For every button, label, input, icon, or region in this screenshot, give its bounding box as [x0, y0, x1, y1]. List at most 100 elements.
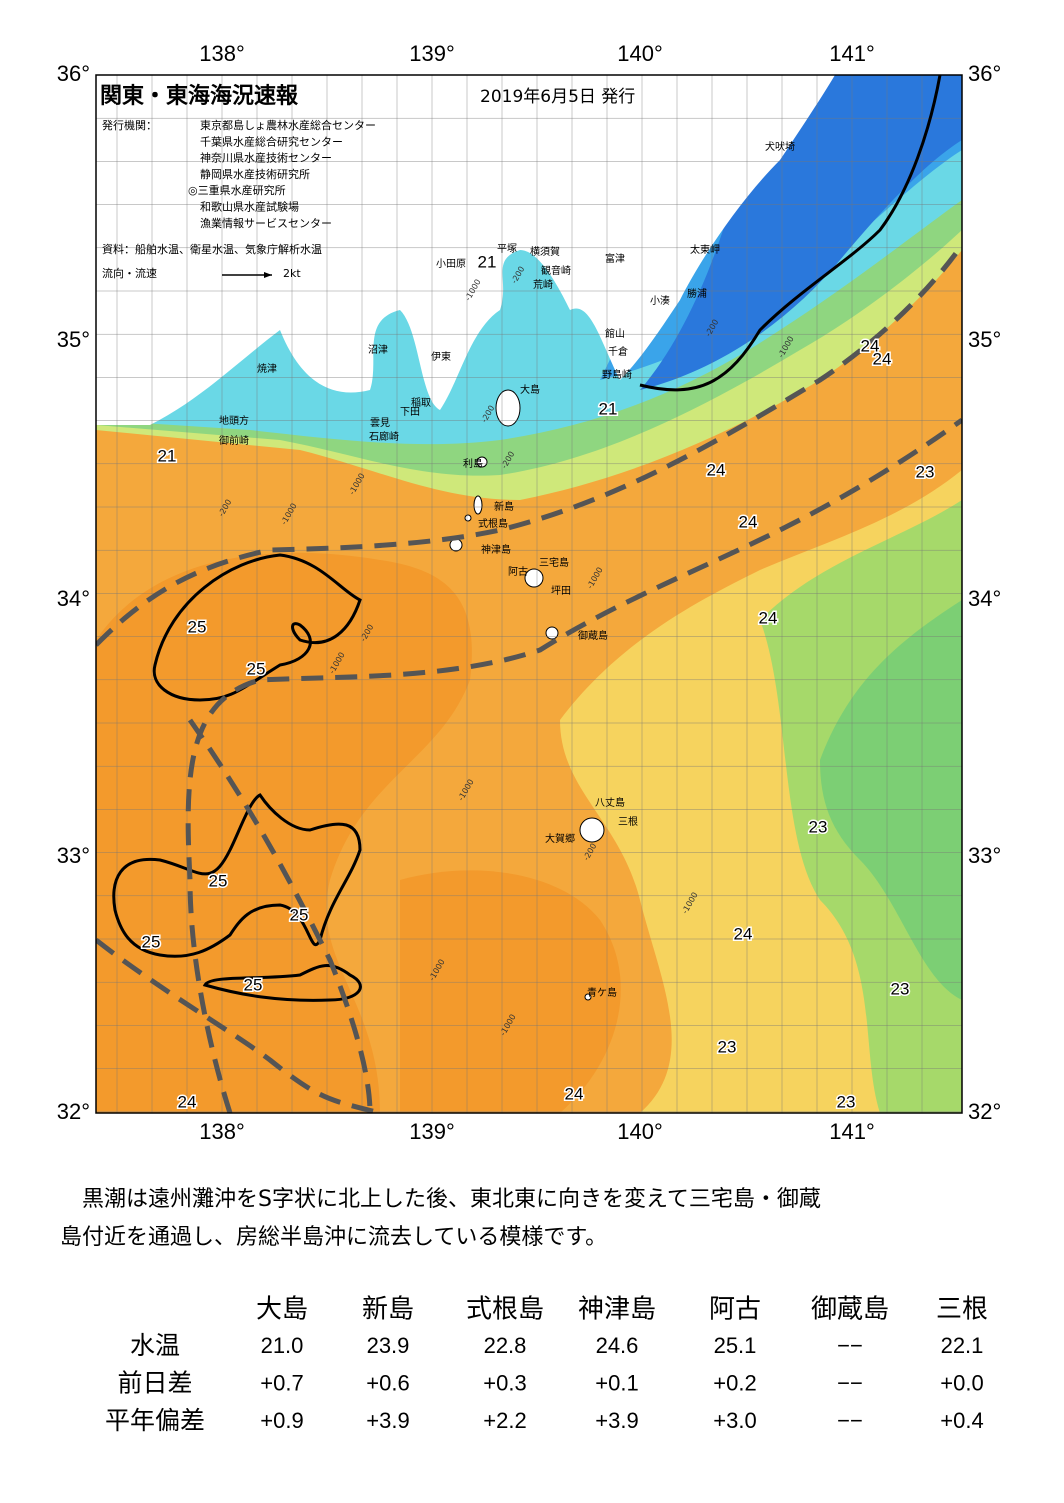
place-name: 富津: [605, 252, 625, 265]
place-name: 沼津: [368, 343, 388, 356]
island: [473, 495, 483, 515]
issuer: 静岡県水産技術研究所: [200, 167, 310, 181]
place-name: 勝浦: [687, 287, 707, 300]
place-name: 三根: [618, 815, 638, 828]
table-cell: 21.0: [261, 1333, 304, 1358]
temperature-label: 21: [478, 252, 497, 271]
issuer: 漁業情報サービスセンター: [200, 216, 332, 230]
place-name: 三宅島: [539, 556, 569, 569]
place-name: 横須賀: [530, 245, 560, 258]
legend-label: 流向・流速: [102, 266, 157, 280]
lon-label: 139°: [409, 1119, 455, 1144]
lon-label: 141°: [829, 1119, 875, 1144]
table-cell: +0.2: [713, 1370, 756, 1395]
temperature-label: 24: [707, 460, 726, 479]
island: [579, 817, 605, 843]
isotherm-25: [152, 553, 362, 702]
table-cell: +0.6: [366, 1370, 409, 1395]
temperature-label: 23: [916, 462, 935, 481]
warm-core: [400, 870, 621, 1113]
lat-label: 35°: [57, 327, 90, 352]
lat-label: 35°: [968, 327, 1001, 352]
place-name: 坪田: [551, 584, 571, 597]
temperature-label: 25: [209, 871, 228, 890]
place-name: 荒崎: [533, 278, 553, 291]
kuroshio-axis: [185, 417, 962, 1113]
temperature-label: 23: [809, 817, 828, 836]
temperature-label: 21: [158, 446, 177, 465]
island: [545, 626, 559, 640]
issue-date: 2019年6月5日 発行: [480, 87, 635, 107]
issuer: 千葉県水産総合研究センター: [200, 134, 343, 148]
map-body: [96, 75, 962, 1113]
temperature-label: 24: [734, 924, 753, 943]
row-label: 水温: [130, 1331, 180, 1360]
place-name: 野島崎: [602, 368, 632, 381]
temperature-label: 23: [718, 1037, 737, 1056]
place-name: 利島: [463, 457, 483, 470]
table-cell: +3.9: [366, 1408, 409, 1433]
place-name: 大島: [520, 383, 540, 396]
kuroshio-axis: [96, 938, 381, 1113]
place-name: 観音崎: [541, 264, 571, 277]
place-name: 阿古: [508, 565, 528, 578]
place-name: 青ケ島: [587, 986, 617, 999]
place-name: 小田原: [436, 258, 466, 270]
kuroshio-axis: [187, 718, 373, 1113]
place-name: 館山: [605, 327, 625, 340]
table-cell: +3.9: [595, 1408, 638, 1433]
table-cell: 25.1: [714, 1333, 757, 1358]
lat-label: 33°: [968, 843, 1001, 868]
place-name: 千倉: [608, 345, 628, 358]
place-name: 平塚: [497, 243, 517, 255]
place-name: 焼津: [257, 363, 277, 375]
kuroshio-axis: [96, 243, 962, 647]
row-label: 平年偏差: [105, 1406, 205, 1435]
temperature-label: 24: [739, 512, 758, 531]
place-name: 太東岬: [690, 243, 720, 256]
temperature-label: 23: [891, 979, 910, 998]
temperature-label: 24: [861, 336, 880, 355]
temperature-label: 24: [565, 1084, 584, 1103]
place-name: 八丈島: [595, 796, 625, 809]
place-name: 御蔵島: [578, 629, 608, 642]
table-cell: +0.1: [595, 1370, 638, 1395]
temperature-label: 23: [837, 1092, 856, 1111]
place-name: 雲見: [370, 417, 390, 429]
green-water: [820, 600, 962, 1000]
lat-label: 36°: [57, 61, 90, 86]
place-name: 伊東: [431, 350, 451, 363]
table-cell: −−: [837, 1408, 863, 1433]
place-name: 小湊: [650, 294, 670, 307]
island: [464, 514, 472, 522]
island: [584, 993, 592, 1001]
issuer-label: 発行機関：: [102, 118, 157, 132]
lon-label: 140°: [617, 1119, 663, 1144]
temperature-label: 25: [244, 975, 263, 994]
map-frame: [95, 74, 963, 1114]
place-name: 新島: [494, 500, 514, 513]
lat-label: 34°: [57, 586, 90, 611]
lon-label: 140°: [617, 41, 663, 66]
place-name: 式根島: [478, 517, 508, 530]
isotherm-25: [112, 793, 362, 958]
lon-label: 138°: [199, 41, 245, 66]
place-name: 御前崎: [219, 434, 249, 447]
description-line: 島付近を通過し、房総半島沖に流去している模様です。: [60, 1225, 607, 1250]
table-cell: +0.7: [260, 1370, 303, 1395]
table-header: 神津島: [578, 1295, 656, 1325]
issuer: 和歌山県水産試験場: [200, 200, 299, 214]
issuer: 神奈川県水産技術センター: [200, 151, 332, 165]
isotherm: [639, 75, 942, 392]
lon-label: 139°: [409, 41, 455, 66]
table-header: 大島: [256, 1295, 308, 1325]
island: [476, 456, 488, 468]
place-name: 石廊崎: [369, 430, 399, 443]
table-cell: +2.2: [483, 1408, 526, 1433]
issuer: 東京都島しょ農林水産総合センター: [200, 118, 376, 132]
lat-label: 32°: [57, 1099, 90, 1124]
issuer: ◎三重県水産研究所: [188, 183, 286, 197]
table-cell: −−: [837, 1370, 863, 1395]
